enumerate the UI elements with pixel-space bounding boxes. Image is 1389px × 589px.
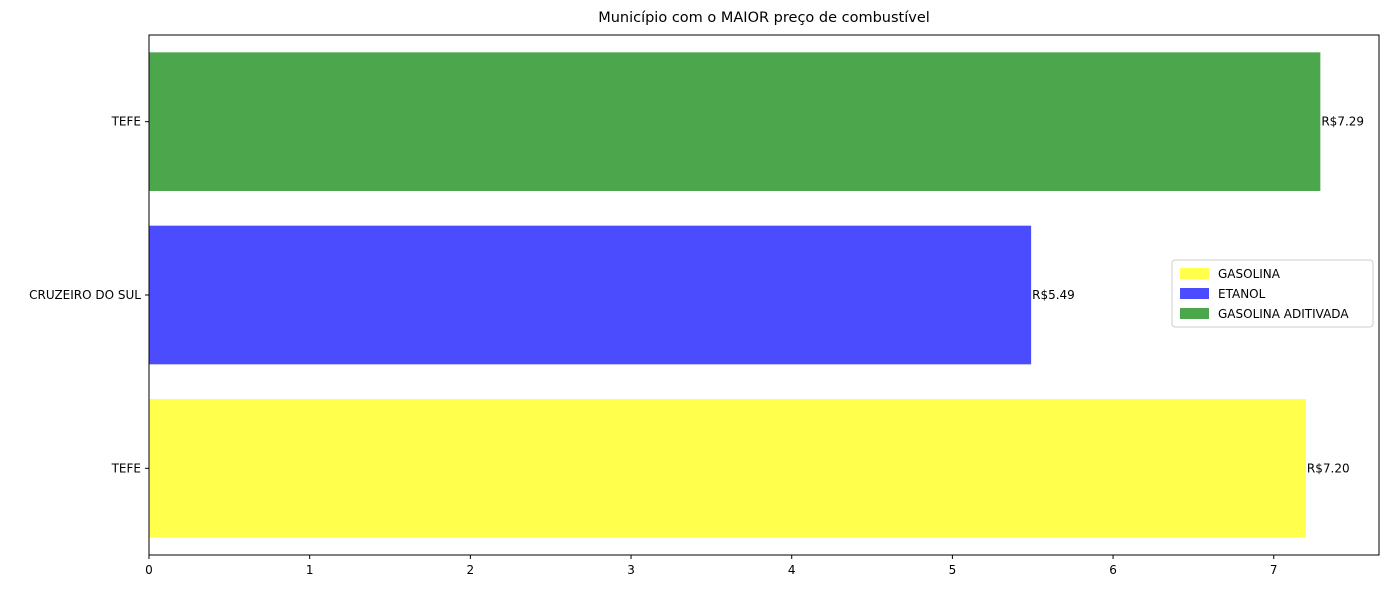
data-labels-layer: R$7.20 R$5.49 R$7.29: [1032, 115, 1364, 476]
x-tick-label: 5: [949, 563, 957, 577]
bar-value-label: R$5.49: [1032, 288, 1075, 302]
bar: [149, 399, 1306, 538]
legend-box: [1171, 259, 1374, 328]
x-tick-label: 0: [145, 563, 153, 577]
bars-layer: [149, 52, 1321, 538]
x-axis: 0 1 2 3 4 5 6 7: [145, 555, 1278, 577]
bar: [149, 52, 1321, 192]
chart-title: Município com o MAIOR preço de combustív…: [598, 10, 930, 26]
legend-label: ETANOL: [1218, 287, 1266, 301]
legend-swatch: [1180, 308, 1209, 319]
bar-value-label: R$7.29: [1321, 115, 1364, 129]
y-axis: TEFE CRUZEIRO DO SUL TEFE: [29, 115, 149, 475]
legend: GASOLINA ETANOL GASOLINA ADITIVADA: [1171, 259, 1374, 328]
legend-label: GASOLINA ADITIVADA: [1218, 307, 1349, 321]
x-tick-label: 7: [1270, 563, 1278, 577]
x-tick-label: 4: [788, 563, 796, 577]
legend-swatch: [1180, 268, 1209, 279]
legend-swatch: [1180, 288, 1209, 299]
y-tick-label: TEFE: [111, 461, 141, 475]
y-tick-label: TEFE: [111, 115, 141, 129]
bar: [149, 225, 1032, 365]
x-tick-label: 3: [627, 563, 635, 577]
legend-label: GASOLINA: [1218, 267, 1281, 281]
y-tick-label: CRUZEIRO DO SUL: [29, 288, 141, 302]
x-tick-label: 6: [1109, 563, 1117, 577]
x-tick-label: 2: [467, 563, 475, 577]
x-tick-label: 1: [306, 563, 314, 577]
bar-value-label: R$7.20: [1307, 461, 1350, 475]
